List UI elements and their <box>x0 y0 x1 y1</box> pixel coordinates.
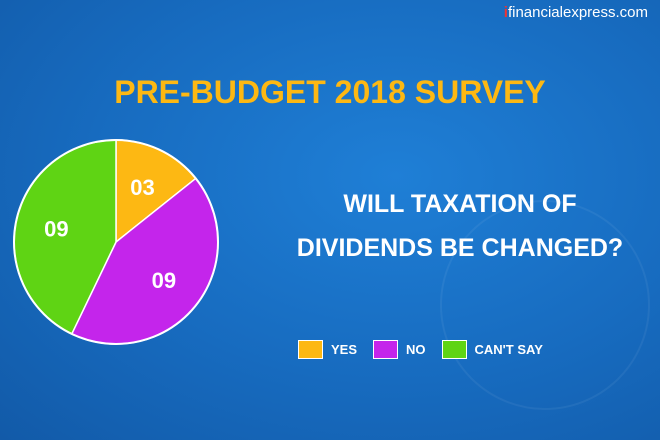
pie-chart: 03 09 09 <box>13 139 219 345</box>
pie-outline <box>13 139 219 345</box>
legend: YES NO CAN'T SAY <box>298 340 559 359</box>
legend-item: CAN'T SAY <box>441 340 543 359</box>
legend-label: NO <box>406 342 426 357</box>
pie-data-label: 09 <box>152 268 176 293</box>
legend-swatch <box>373 340 399 359</box>
pie-data-label: 09 <box>44 216 68 241</box>
legend-label: CAN'T SAY <box>474 342 543 357</box>
legend-item: YES <box>298 340 357 359</box>
legend-swatch <box>298 340 323 359</box>
question-line-2: DIVIDENDS BE CHANGED? <box>296 234 624 262</box>
survey-question: WILL TAXATION OF DIVIDENDS BE CHANGED? <box>265 182 655 270</box>
brand-prefix: i <box>503 4 508 21</box>
brand-logo: ifinancialexpress.com <box>504 4 648 21</box>
page-title: PRE-BUDGET 2018 SURVEY <box>114 74 546 110</box>
brand-text: financialexpress.com <box>507 4 648 21</box>
legend-item: NO <box>373 340 426 359</box>
question-line-1: WILL TAXATION OF <box>343 190 577 218</box>
background-decoration <box>440 200 650 410</box>
legend-swatch <box>441 340 467 359</box>
pie-data-label: 03 <box>130 175 154 200</box>
legend-label: YES <box>331 342 358 357</box>
